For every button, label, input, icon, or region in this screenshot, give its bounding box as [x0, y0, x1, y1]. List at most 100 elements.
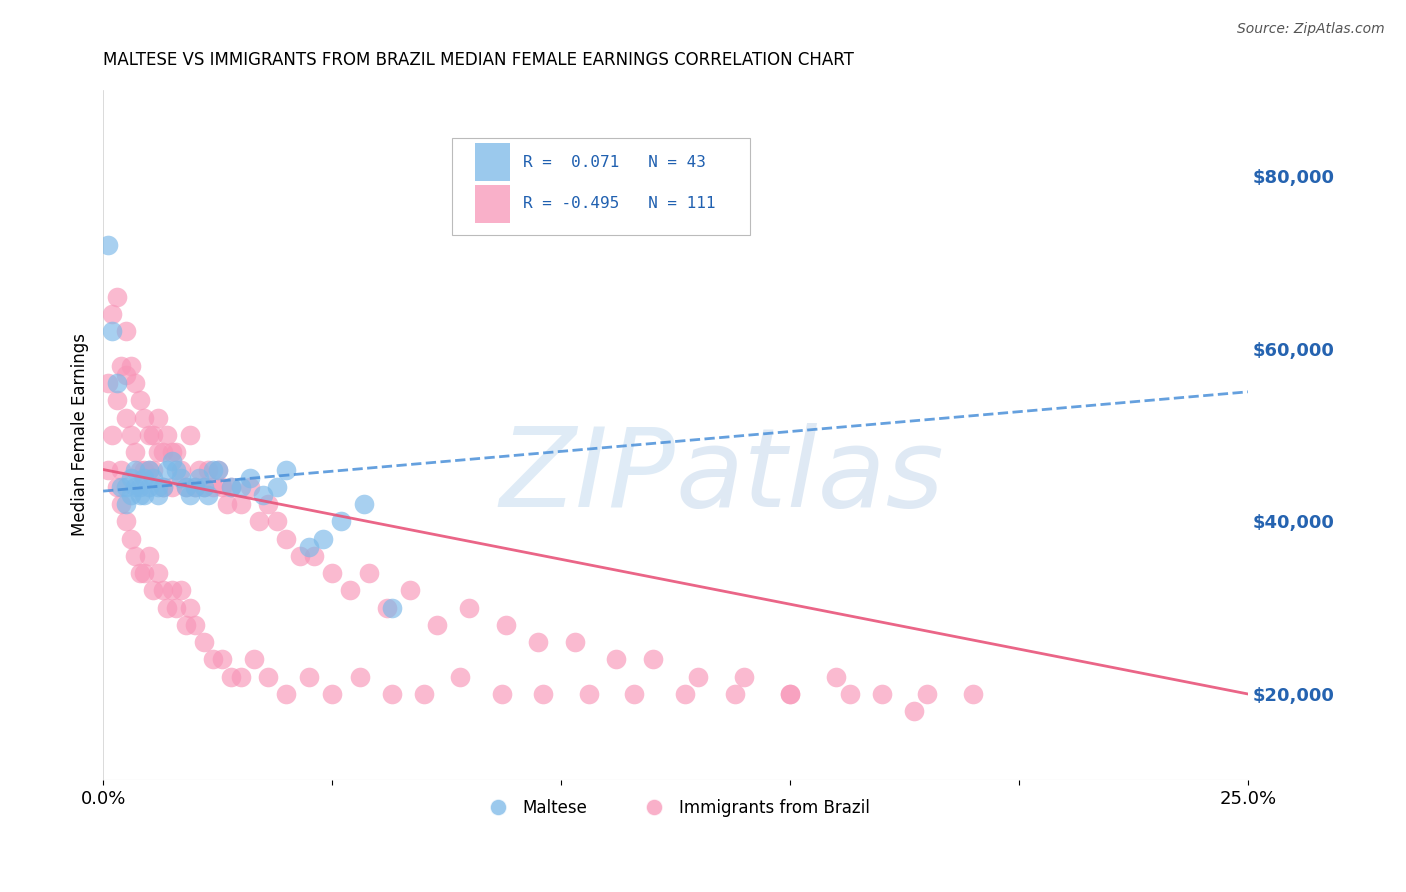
Point: [105, 393, 128, 408]
Point: [202, 652, 225, 666]
Point: [221, 670, 243, 684]
Point: [124, 549, 146, 563]
Point: [160, 480, 183, 494]
Point: [170, 583, 193, 598]
Point: [138, 462, 160, 476]
Point: [120, 488, 142, 502]
Point: [156, 428, 179, 442]
Point: [134, 488, 156, 502]
Point: [605, 652, 627, 666]
Point: [128, 488, 150, 502]
Point: [165, 600, 187, 615]
Point: [312, 532, 335, 546]
Point: [302, 549, 325, 563]
Point: [266, 514, 288, 528]
Point: [207, 462, 229, 476]
Point: [221, 480, 243, 494]
Point: [193, 635, 215, 649]
Point: [276, 462, 298, 476]
Point: [207, 462, 229, 476]
Point: [128, 462, 150, 476]
Text: R = -0.495   N = 111: R = -0.495 N = 111: [523, 196, 716, 211]
Text: Source: ZipAtlas.com: Source: ZipAtlas.com: [1237, 22, 1385, 37]
Point: [870, 687, 893, 701]
Point: [838, 687, 860, 701]
Point: [134, 566, 156, 581]
Point: [128, 480, 150, 494]
Point: [257, 670, 280, 684]
Point: [134, 462, 156, 476]
Point: [115, 514, 138, 528]
Point: [183, 618, 205, 632]
Point: [733, 670, 755, 684]
Point: [266, 480, 288, 494]
Point: [174, 618, 197, 632]
Bar: [475, 185, 509, 223]
Point: [779, 687, 801, 701]
Point: [152, 480, 174, 494]
Point: [221, 480, 243, 494]
Point: [197, 488, 219, 502]
Point: [97, 462, 120, 476]
Point: [229, 497, 252, 511]
Point: [449, 670, 471, 684]
Point: [458, 600, 481, 615]
FancyBboxPatch shape: [453, 138, 749, 235]
Point: [183, 480, 205, 494]
Point: [531, 687, 554, 701]
Text: ZIP: ZIP: [499, 423, 675, 530]
Point: [156, 462, 179, 476]
Point: [124, 462, 146, 476]
Point: [152, 583, 174, 598]
Point: [97, 376, 120, 391]
Point: [917, 687, 939, 701]
Point: [142, 428, 165, 442]
Point: [146, 445, 169, 459]
Point: [491, 687, 513, 701]
Point: [229, 480, 252, 494]
Text: atlas: atlas: [675, 423, 945, 530]
Legend: Maltese, Immigrants from Brazil: Maltese, Immigrants from Brazil: [474, 792, 877, 824]
Point: [115, 410, 138, 425]
Point: [288, 549, 311, 563]
Point: [152, 445, 174, 459]
Point: [298, 540, 321, 554]
Point: [105, 480, 128, 494]
Point: [229, 670, 252, 684]
Point: [824, 670, 846, 684]
Point: [202, 462, 225, 476]
Point: [276, 532, 298, 546]
Point: [115, 480, 138, 494]
Point: [124, 376, 146, 391]
Point: [160, 583, 183, 598]
Point: [120, 532, 142, 546]
Point: [349, 670, 371, 684]
Point: [156, 600, 179, 615]
Point: [115, 368, 138, 382]
Point: [399, 583, 422, 598]
Point: [193, 480, 215, 494]
Point: [202, 480, 225, 494]
Point: [188, 471, 211, 485]
Bar: [475, 144, 509, 181]
Point: [298, 670, 321, 684]
Point: [124, 480, 146, 494]
Point: [101, 428, 124, 442]
Point: [188, 462, 211, 476]
Point: [426, 618, 449, 632]
Point: [321, 687, 343, 701]
Point: [183, 480, 205, 494]
Point: [179, 488, 201, 502]
Point: [142, 471, 165, 485]
Point: [105, 376, 128, 391]
Point: [174, 480, 197, 494]
Point: [962, 687, 984, 701]
Point: [252, 488, 274, 502]
Point: [170, 462, 193, 476]
Point: [179, 428, 201, 442]
Point: [197, 462, 219, 476]
Point: [101, 325, 124, 339]
Point: [120, 471, 142, 485]
Point: [339, 583, 361, 598]
Point: [381, 687, 404, 701]
